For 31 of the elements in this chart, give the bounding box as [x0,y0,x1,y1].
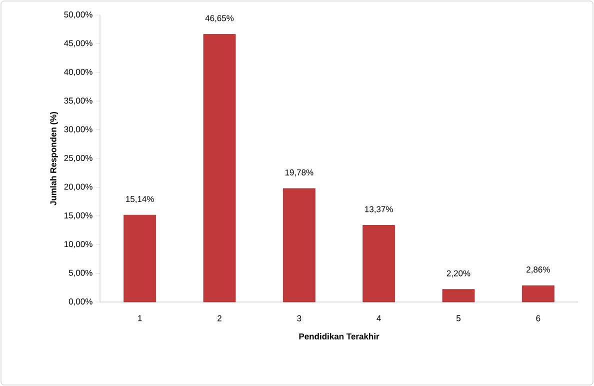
y-tick-label: 10,00% [64,241,92,248]
y-tick-label: 0,00% [68,298,92,306]
data-label: 13,37% [365,206,393,214]
y-tick-label: 15,00% [64,212,92,220]
x-tick-label: 5 [456,315,461,322]
y-axis-title: Jumlah Responden (%) [50,112,58,206]
data-label: 19,78% [285,169,314,176]
x-tick-label: 2 [218,315,222,322]
y-tick-label: 30,00% [64,126,92,134]
bar [522,285,554,302]
bar [282,188,316,302]
bar [442,289,475,302]
data-label: 46,65% [205,15,234,22]
x-tick-label: 4 [376,315,381,322]
x-axis-title: Pendidikan Terakhir [299,333,380,340]
bar [203,34,236,302]
y-tick-label: 40,00% [64,68,92,76]
y-tick-label: 20,00% [64,184,92,191]
bar [362,225,396,302]
data-label: 2,86% [526,266,550,274]
x-tick-label: 1 [138,315,142,322]
data-label: 2,20% [446,270,470,278]
y-tick-label: 5,00% [68,270,92,277]
y-tick-label: 50,00% [64,12,92,19]
y-tick-label: 25,00% [64,154,92,162]
y-tick-label: 45,00% [64,40,92,48]
y-tick-label: 35,00% [64,98,92,105]
data-label: 15,14% [126,196,154,204]
x-tick-label: 6 [536,315,540,322]
x-tick-label: 3 [297,315,302,322]
bar [124,214,156,302]
